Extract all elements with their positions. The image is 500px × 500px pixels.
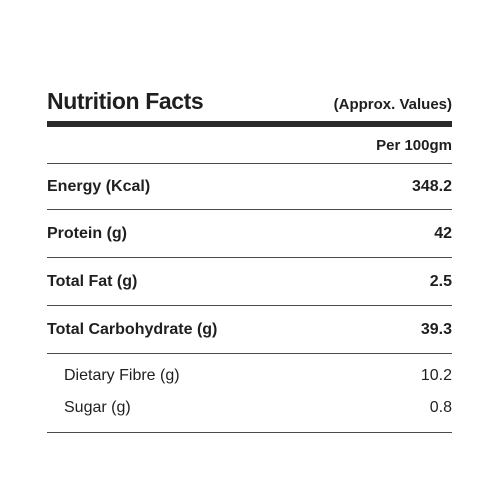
row-divider (47, 257, 452, 258)
row-divider (47, 209, 452, 210)
nutrient-value: 42 (434, 224, 452, 242)
nutrient-row-total-fat: Total Fat (g) 2.5 (47, 258, 452, 305)
sub-nutrient-row-sugar: Sugar (g) 0.8 (47, 392, 452, 424)
nutrient-row-energy: Energy (Kcal) 348.2 (47, 164, 452, 209)
nutrient-label: Protein (g) (47, 224, 127, 242)
panel-header: Nutrition Facts (Approx. Values) (47, 80, 452, 120)
per-serving-label: Per 100gm (376, 136, 452, 154)
nutrient-label: Total Carbohydrate (g) (47, 320, 218, 338)
row-divider (47, 163, 452, 164)
panel-subtitle: (Approx. Values) (333, 96, 452, 113)
sub-nutrient-value: 10.2 (420, 367, 452, 384)
panel-title: Nutrition Facts (47, 88, 204, 114)
sub-nutrient-label: Dietary Fibre (g) (64, 367, 180, 384)
nutrient-row-protein: Protein (g) 42 (47, 210, 452, 257)
row-divider (47, 353, 452, 354)
nutrition-facts-panel: Nutrition Facts (Approx. Values) Per 100… (47, 80, 452, 433)
row-divider (47, 305, 452, 306)
nutrient-label: Total Fat (g) (47, 272, 138, 290)
nutrient-row-total-carbohydrate: Total Carbohydrate (g) 39.3 (47, 306, 452, 353)
header-divider (47, 121, 452, 127)
nutrient-value: 2.5 (429, 272, 452, 290)
sub-nutrient-row-dietary-fibre: Dietary Fibre (g) 10.2 (47, 360, 452, 392)
nutrient-label: Energy (Kcal) (47, 177, 151, 195)
per-serving-row: Per 100gm (47, 127, 452, 163)
nutrient-value: 348.2 (411, 177, 452, 195)
nutrient-value: 39.3 (420, 320, 452, 338)
bottom-divider (47, 432, 452, 433)
sub-nutrient-value: 0.8 (429, 399, 452, 416)
sub-nutrient-label: Sugar (g) (64, 399, 131, 416)
